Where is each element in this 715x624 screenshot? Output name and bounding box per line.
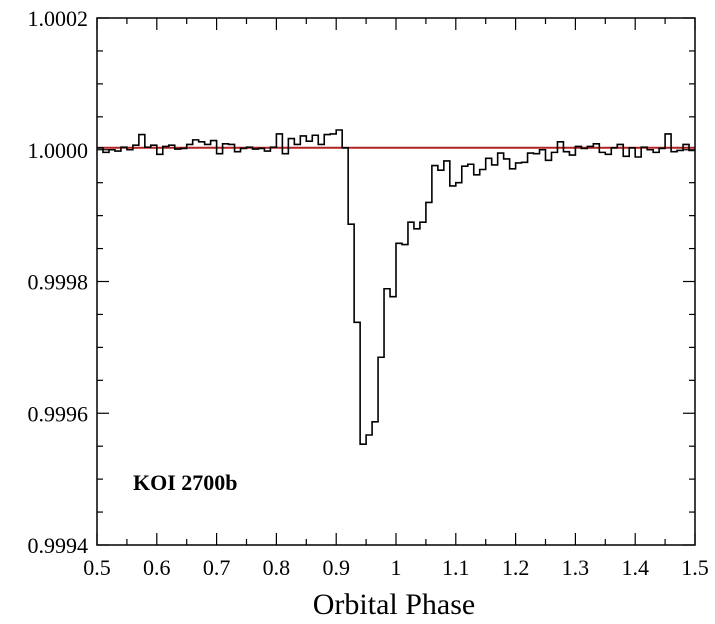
x-axis-title: Orbital Phase [313,588,475,621]
y-tick-label: 0.9996 [28,401,89,426]
x-tick-label: 1 [391,555,402,580]
y-tick-label: 0.9994 [28,533,89,558]
x-tick-label: 1.1 [442,555,470,580]
y-tick-label: 1.0002 [28,6,89,31]
x-tick-label: 0.8 [263,555,291,580]
x-tick-label: 0.9 [322,555,350,580]
x-tick-label: 0.6 [143,555,171,580]
x-tick-label: 1.4 [621,555,649,580]
tick-labels: 0.5 0.6 0.7 0.8 0.9 1 1.1 1.2 1.3 1.4 1.5 0.9994 0.9… [28,6,709,580]
y-tick-label: 0.9998 [28,270,89,295]
flux-step-series [97,129,695,446]
plot-area [97,129,695,446]
x-tick-label: 1.3 [562,555,590,580]
x-tick-label: 1.2 [502,555,530,580]
plot-frame [96,17,696,546]
x-tick-label: 0.7 [203,555,231,580]
x-tick-label: 1.5 [681,555,709,580]
planet-annotation: KOI 2700b [133,470,238,495]
x-tick-label: 0.5 [83,555,111,580]
y-tick-label: 1.0000 [28,138,89,163]
